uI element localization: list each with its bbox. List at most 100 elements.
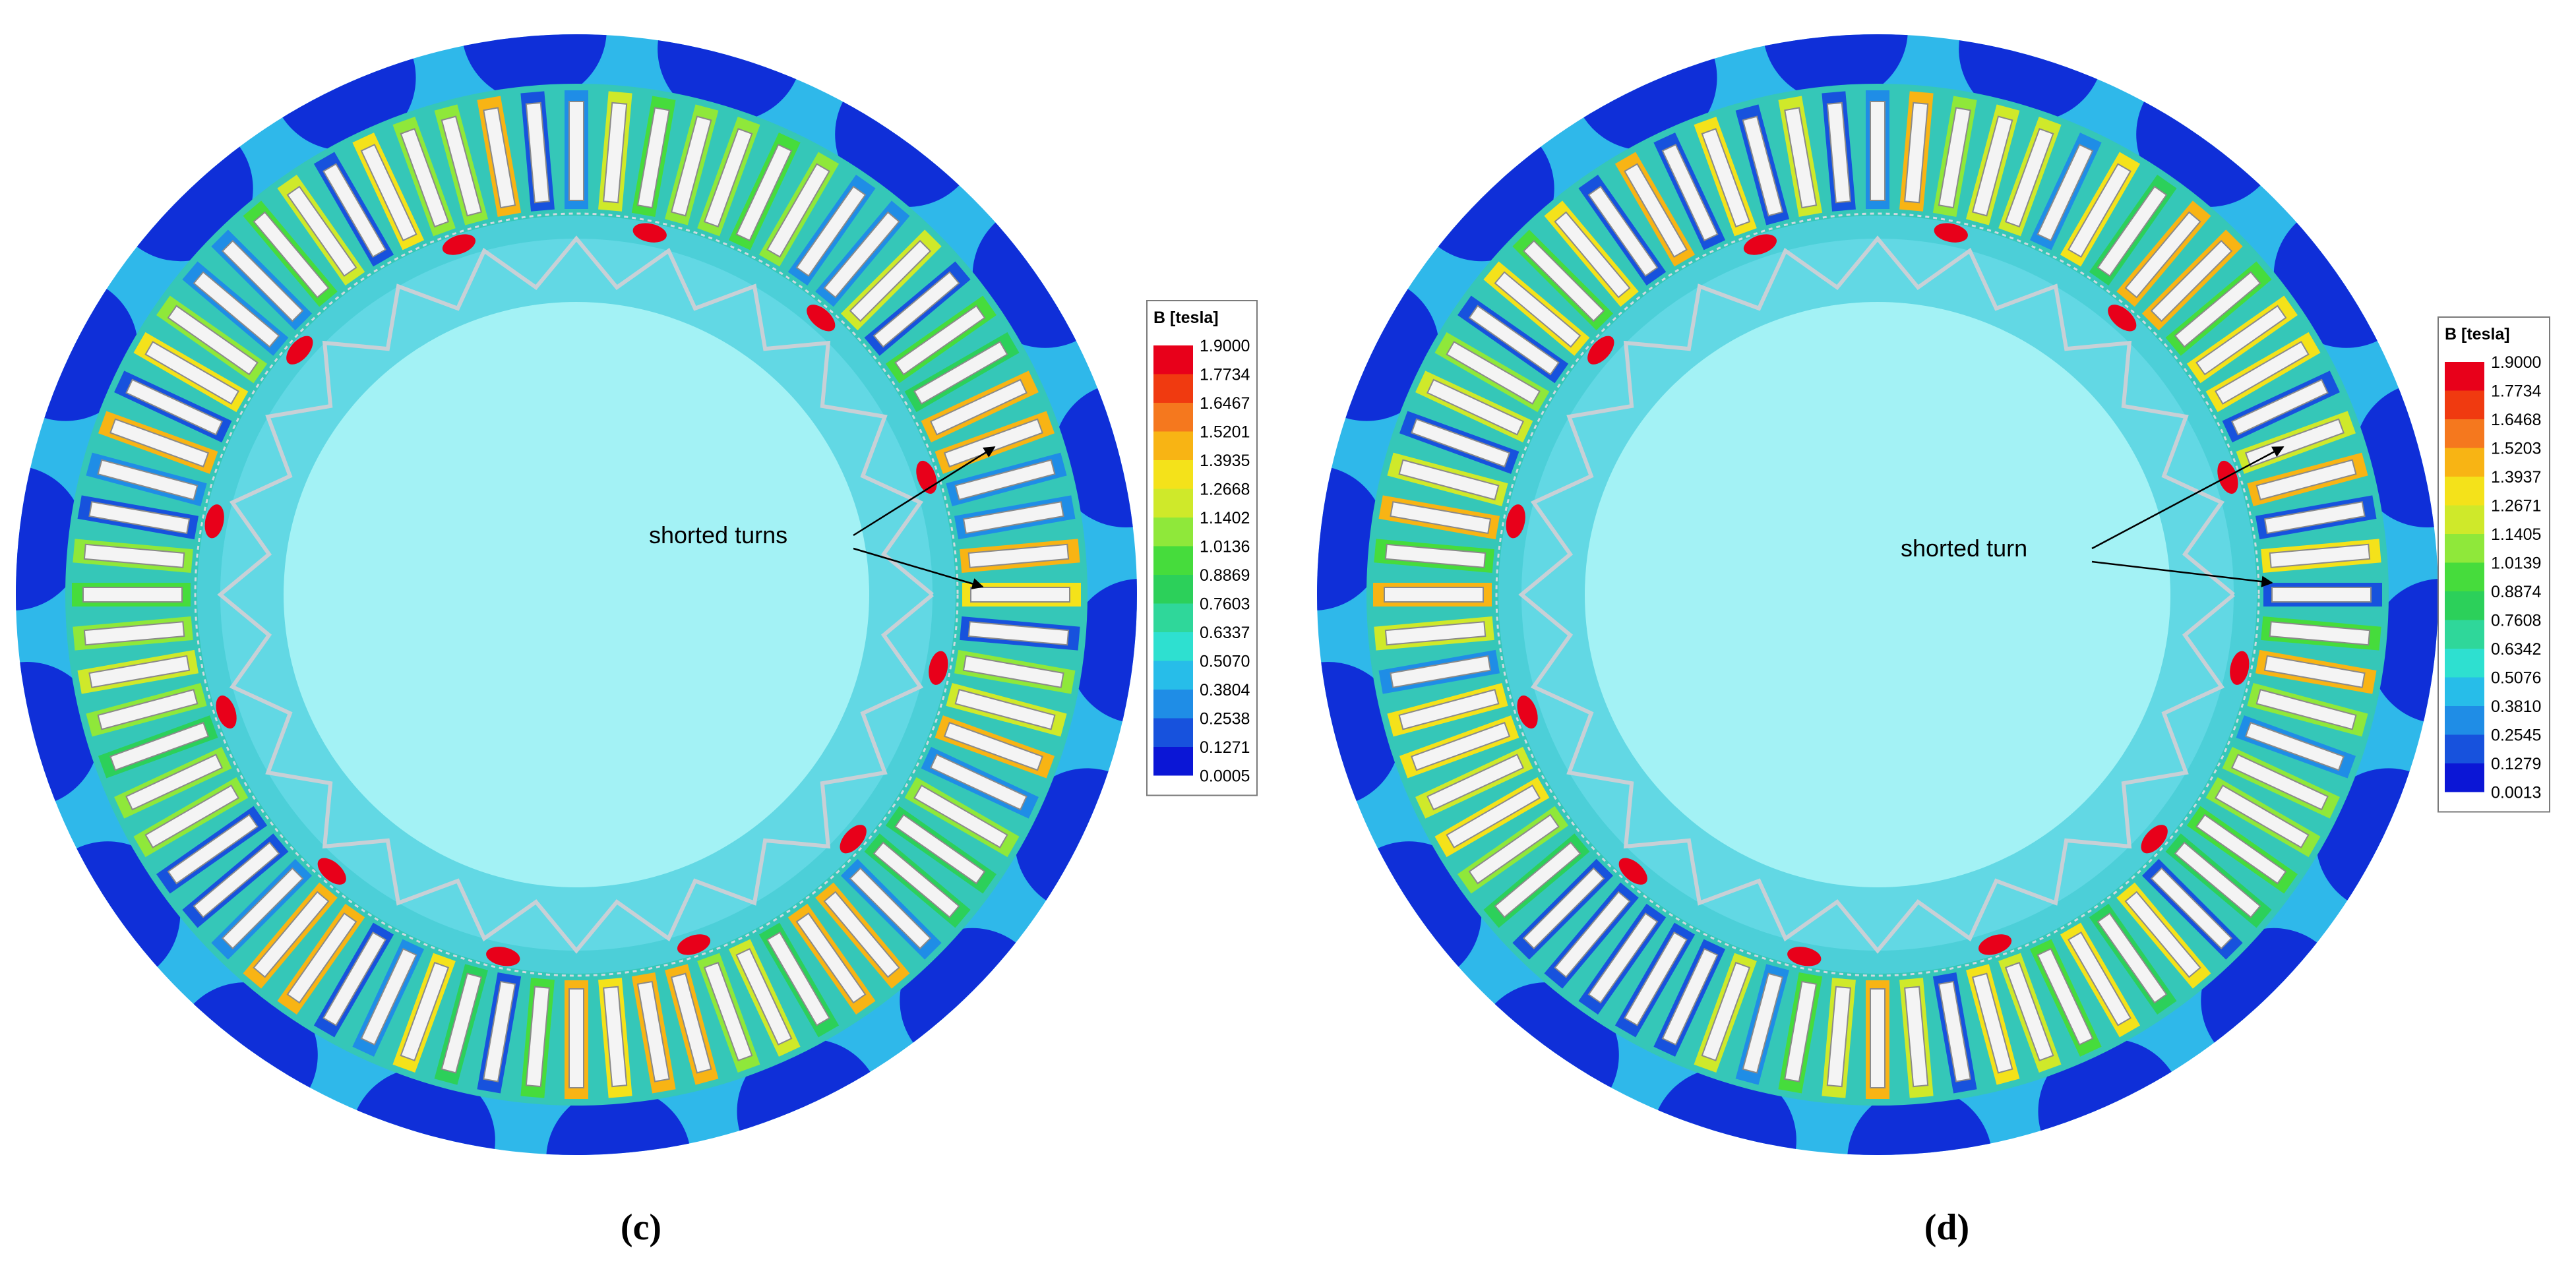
slot-conductor (82, 587, 183, 603)
slot-conductor (1411, 418, 1511, 468)
slot-conductor (954, 459, 1056, 501)
slot-conductor (2068, 163, 2131, 258)
slot-conductor (360, 144, 417, 242)
slot-conductor (2271, 587, 2372, 603)
slot-conductor (1554, 211, 1631, 299)
shaft (1585, 302, 2170, 887)
legend-swatch (1153, 403, 1193, 432)
saturation-spot (929, 651, 948, 685)
slot-conductor (2263, 501, 2366, 535)
slot-conductor (1624, 163, 1688, 258)
slot-conductor (1870, 101, 1886, 201)
slot-conductor (967, 543, 1070, 568)
legend-swatch (1153, 575, 1193, 604)
legend-label: 1.9000 (1200, 337, 1250, 355)
legend-swatch (2445, 390, 2484, 419)
slot-conductor (2124, 211, 2201, 299)
saturation-spot (632, 223, 667, 243)
slot-conductor (1494, 841, 1581, 918)
saturation-spot (1743, 234, 1777, 255)
slot-conductor (1384, 587, 1484, 603)
saturation-spot (442, 234, 475, 255)
legend-label: 1.2671 (2491, 497, 2541, 516)
slot-conductor (2097, 912, 2168, 1004)
slot-conductor (167, 305, 259, 376)
slot-conductor (144, 785, 239, 848)
legend-swatch (2445, 620, 2484, 649)
slot-conductor (322, 163, 386, 258)
slot-conductor (795, 912, 867, 1004)
slot-conductor (1971, 115, 2013, 217)
panel-caption: (d) (1924, 1207, 1969, 1248)
slot-conductor (1384, 543, 1487, 568)
legend-swatch (2445, 448, 2484, 477)
slot-conductor (109, 721, 210, 771)
slot-conductor (1587, 185, 1659, 277)
slot-conductor (2215, 785, 2310, 848)
slot-conductor (253, 891, 330, 978)
legend-label: 0.5076 (2491, 669, 2541, 688)
slot-conductor (735, 947, 793, 1046)
slot-conductor (193, 271, 280, 348)
machine-cross-section (16, 34, 1137, 1155)
low-flux-region (1068, 578, 1137, 724)
slot-conductor (221, 867, 304, 950)
slot-conductor (125, 378, 224, 436)
slot-conductor (823, 211, 900, 299)
legend-swatch (1153, 718, 1193, 747)
slot-conductor (943, 721, 1043, 771)
slot-conductor (88, 501, 191, 535)
slot-conductor (97, 688, 199, 730)
legend-label: 1.1402 (1200, 509, 1250, 527)
legend-label: 1.1405 (2491, 525, 2541, 544)
legend-label: 0.3810 (2491, 697, 2541, 716)
legend-swatch (1153, 690, 1193, 719)
slot-conductor (2269, 543, 2371, 568)
slot-conductor (2263, 655, 2366, 688)
legend-swatch (2445, 419, 2484, 448)
slot-conductor (525, 986, 550, 1088)
slot-conductor (962, 501, 1064, 535)
slot-conductor (1398, 459, 1500, 501)
slot-conductor (360, 947, 417, 1046)
slot-conductor (1826, 102, 1851, 204)
slot-conductor (636, 107, 670, 209)
slot-conductor (97, 459, 199, 501)
saturation-spot (1787, 947, 1822, 966)
annotation: shorted turn (1901, 535, 2027, 562)
slot-conductor (943, 418, 1043, 468)
slot-conductor (1426, 754, 1525, 811)
slot-conductor (1468, 814, 1560, 885)
slot-conductor (1494, 271, 1581, 348)
slot-conductor (483, 107, 516, 209)
rotor-winding (217, 235, 934, 954)
slot-conductor (1904, 986, 1929, 1088)
slot-conductor (962, 655, 1064, 688)
slot-conductor (286, 185, 357, 277)
slot-conductor (2150, 239, 2233, 322)
slot-conductor (1661, 947, 1719, 1046)
legend-label: 0.7603 (1200, 595, 1250, 614)
legend-swatch (1153, 374, 1193, 403)
legend-swatch (2445, 534, 2484, 563)
slot-conductor (88, 655, 191, 688)
slot-conductor (735, 144, 793, 242)
legend-label: 1.6468 (2491, 411, 2541, 429)
legend-swatch (1153, 460, 1193, 489)
legend-label: 0.2545 (2491, 726, 2541, 745)
slot-conductor (766, 932, 830, 1026)
slot-conductor (1701, 961, 1751, 1061)
slot-conductor (1411, 721, 1511, 771)
slot-conductor (795, 185, 867, 277)
saturation-spot (840, 825, 867, 854)
legend-label: 0.8874 (2491, 583, 2542, 601)
legend-label: 0.2538 (1200, 710, 1250, 728)
saturation-spot (2108, 305, 2137, 332)
saturation-spot (216, 696, 237, 729)
low-flux-region (2369, 578, 2438, 724)
slot-conductor (967, 621, 1070, 646)
slot-conductor (1938, 980, 1971, 1082)
slot-conductor (2097, 185, 2168, 277)
slot-conductor (1938, 107, 1971, 209)
